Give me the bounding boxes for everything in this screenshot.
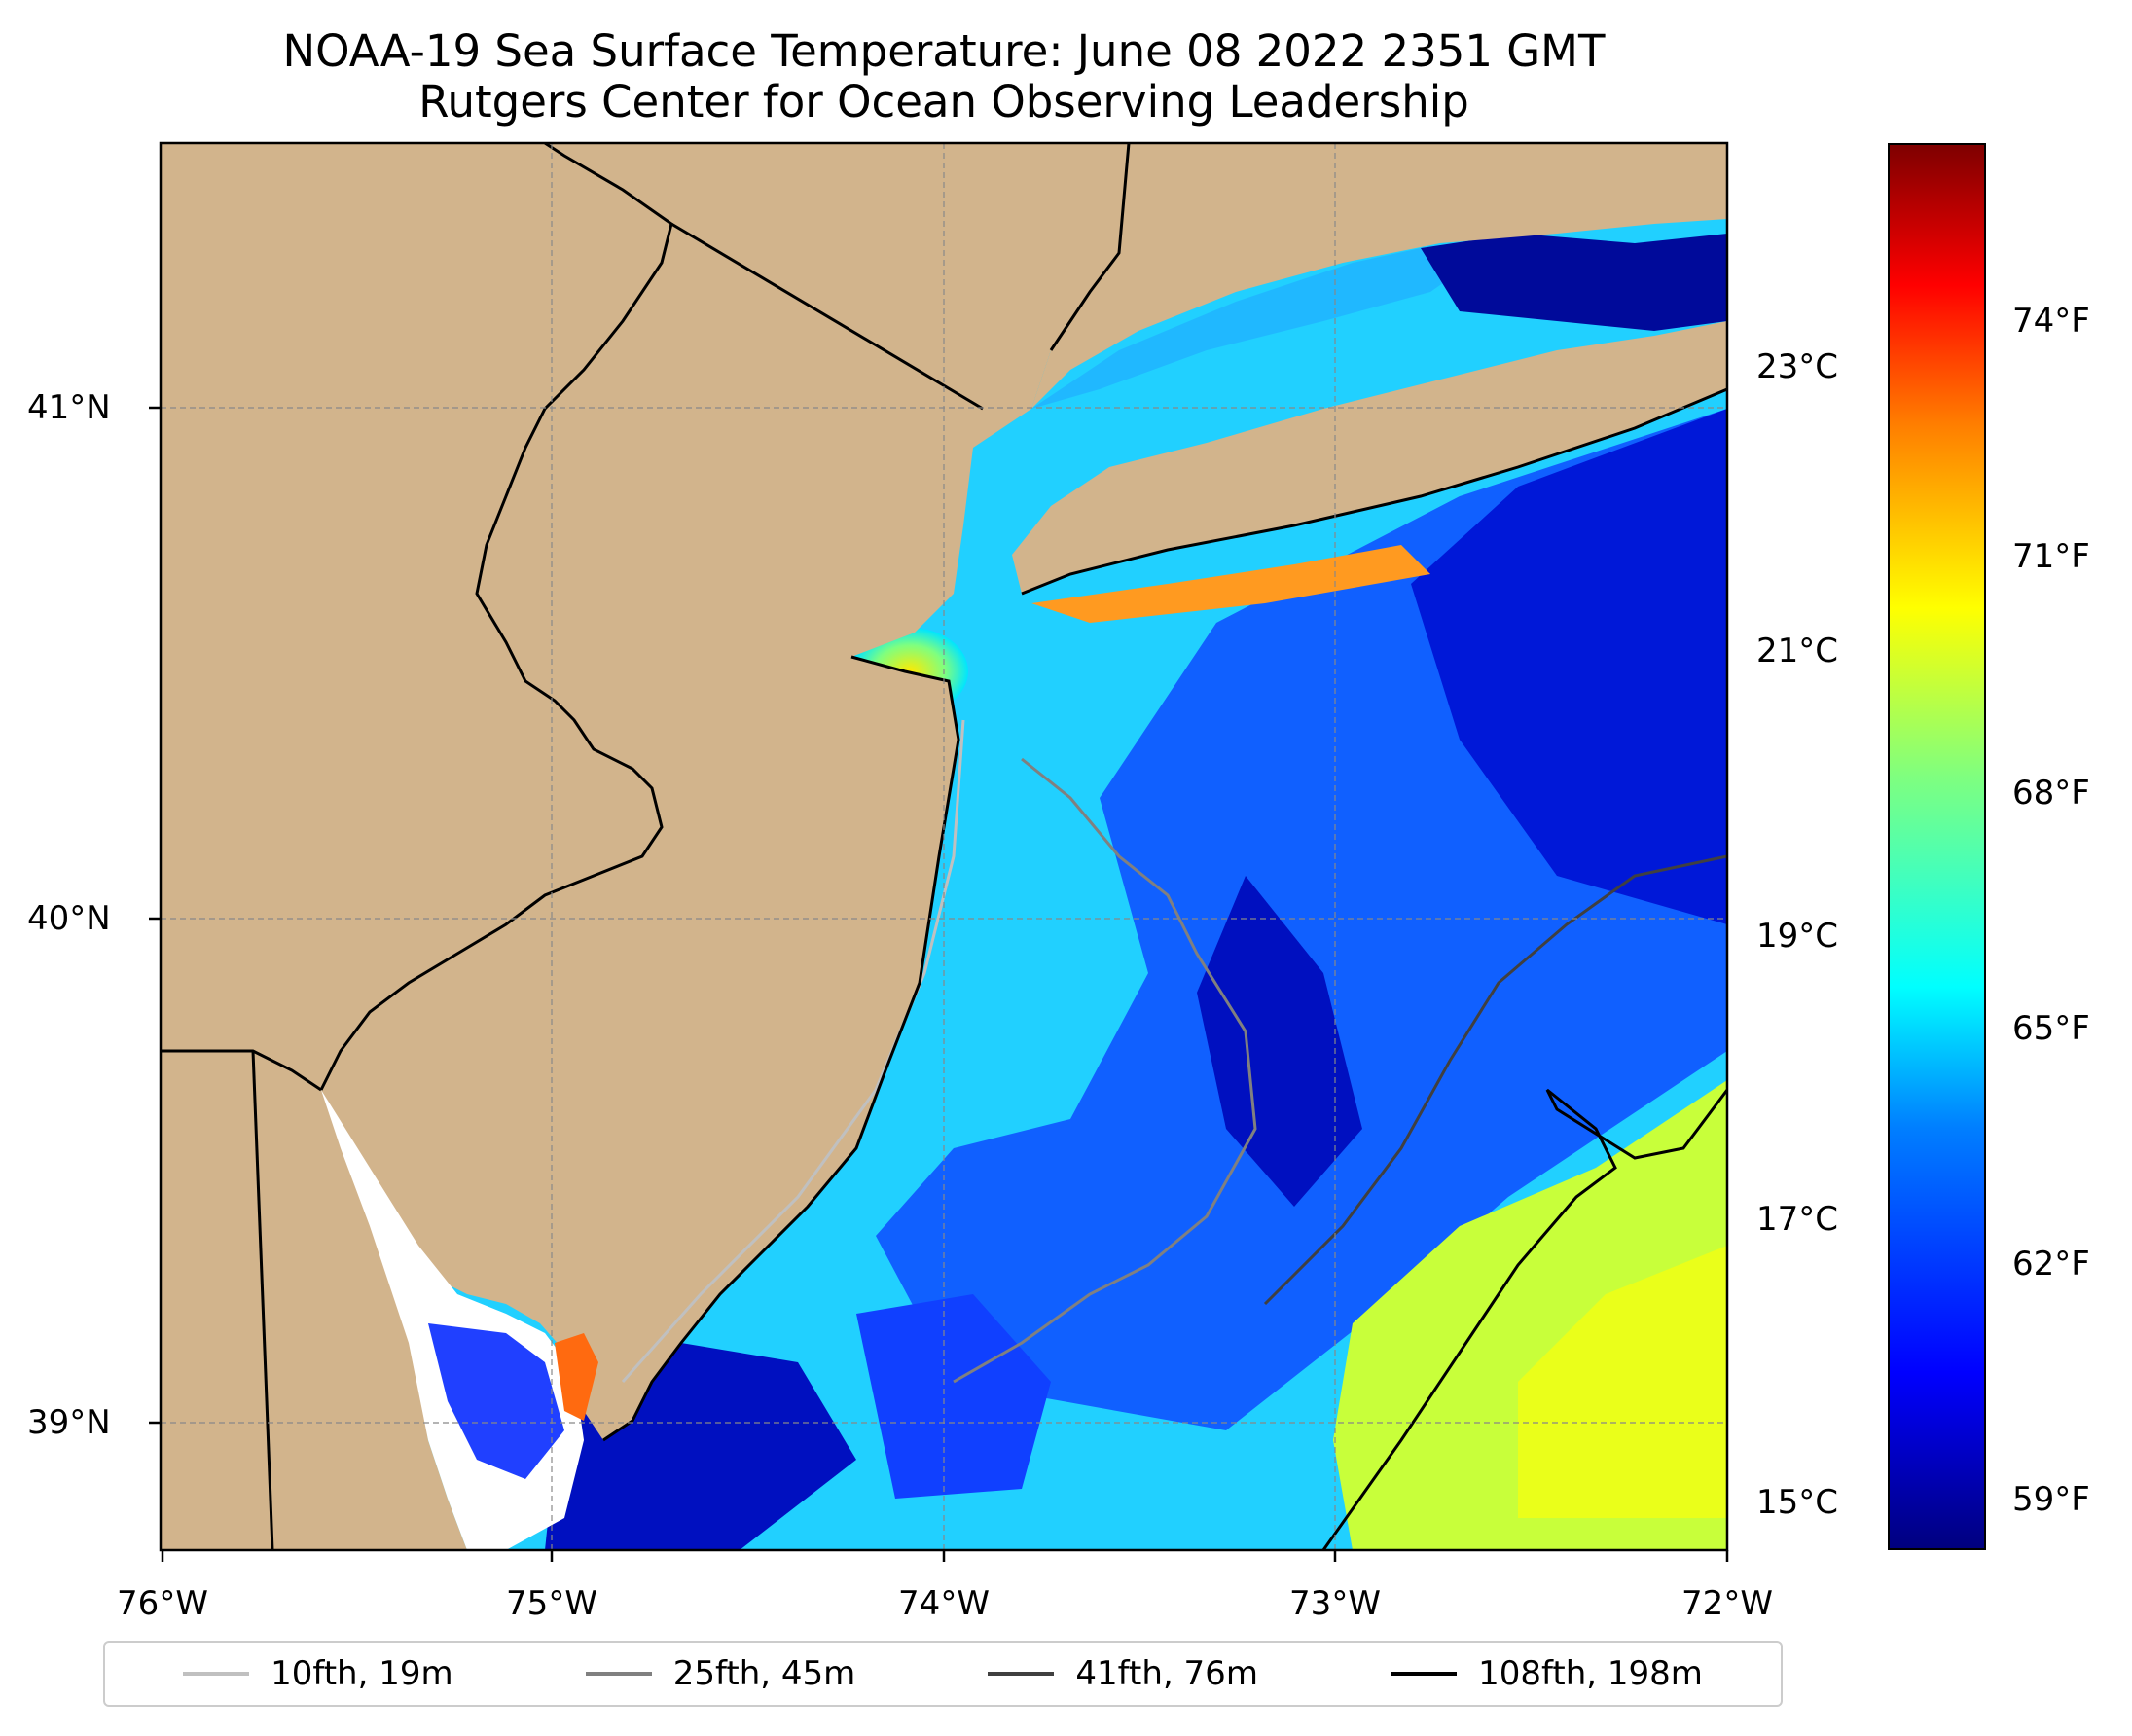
pennsylvania-land: [161, 143, 671, 1090]
longitude-tick-label: 76°W: [117, 1584, 208, 1623]
legend-item-10fth: 10fth, 19m: [183, 1654, 453, 1693]
sst-cool-south2: [856, 1294, 1051, 1499]
colorbar-celsius-tick: 19°C: [1756, 917, 1839, 956]
legend-item-108fth: 108fth, 198m: [1391, 1654, 1703, 1693]
colorbar-fahrenheit-tick: 74°F: [2012, 302, 2090, 341]
ny-ct-border: [1049, 143, 1131, 351]
legend-swatch: [1391, 1672, 1458, 1676]
ny-nj-border: [670, 222, 984, 411]
temperature-colorbar: [1888, 143, 1986, 1550]
legend-item-41fth: 41fth, 76m: [988, 1654, 1258, 1693]
pa-nj-border: [319, 143, 673, 1091]
legend-item-25fth: 25fth, 45m: [585, 1654, 856, 1693]
colorbar-fahrenheit-tick: 65°F: [2012, 1009, 2090, 1048]
map-grid: [161, 143, 1727, 1550]
new-jersey-land: [161, 143, 1129, 1440]
contour-legend: 10fth, 19m 25fth, 45m 41fth, 76m 108fth,…: [103, 1641, 1783, 1707]
legend-label: 108fth, 198m: [1478, 1654, 1703, 1693]
longitude-tick-label: 74°W: [898, 1584, 990, 1623]
long-island-land: [1012, 321, 1727, 594]
legend-label: 25fth, 45m: [672, 1654, 856, 1693]
de-md-border: [251, 1050, 274, 1550]
colorbar-fahrenheit-tick: 68°F: [2012, 774, 2090, 813]
legend-swatch: [988, 1672, 1055, 1676]
sst-cold-eddy: [1197, 876, 1362, 1207]
legend-swatch: [585, 1672, 652, 1676]
map-title: NOAA-19 Sea Surface Temperature: June 08…: [282, 25, 1606, 77]
long-island-sound: [1031, 248, 1479, 409]
longitude-tick-label: 72°W: [1681, 1584, 1773, 1623]
colorbar-fahrenheit-tick: 59°F: [2012, 1480, 2090, 1519]
map-subtitle: Rutgers Center for Ocean Observing Leade…: [418, 76, 1469, 127]
colorbar-celsius-tick: 21°C: [1756, 632, 1839, 670]
colorbar-fahrenheit-tick: 71°F: [2012, 537, 2090, 576]
legend-label: 10fth, 19m: [271, 1654, 453, 1693]
nj-coastline: [602, 655, 960, 1442]
south-shore-warm-strip: [1031, 545, 1430, 623]
long-island-south-coast: [1021, 387, 1727, 596]
pa-de-border: [161, 1049, 322, 1092]
cape-may-warm: [555, 1333, 598, 1421]
legend-swatch: [183, 1672, 250, 1676]
eastern-sound-cold: [1421, 234, 1727, 331]
latitude-tick-label: 41°N: [27, 388, 111, 427]
contour-108fth: [1321, 1088, 1727, 1550]
legend-label: 41fth, 76m: [1075, 1654, 1258, 1693]
longitude-tick-label: 73°W: [1289, 1584, 1381, 1623]
longitude-tick-label: 75°W: [506, 1584, 597, 1623]
contour-25fth: [953, 757, 1257, 1384]
contour-41fth: [1263, 854, 1727, 1306]
latitude-tick-label: 40°N: [27, 899, 111, 938]
colorbar-fahrenheit-tick: 62°F: [2012, 1245, 2090, 1284]
sst-cold-offshore: [1411, 409, 1727, 924]
colorbar-celsius-tick: 23°C: [1756, 347, 1839, 386]
sst-warmest-se: [1518, 1246, 1727, 1518]
new-york-connecticut-land: [1031, 143, 1727, 409]
contour-10fth: [621, 719, 965, 1383]
colorbar-celsius-tick: 17°C: [1756, 1200, 1839, 1239]
latitude-tick-label: 39°N: [27, 1403, 111, 1442]
delaware-land: [161, 1051, 467, 1550]
colorbar-celsius-tick: 15°C: [1756, 1483, 1839, 1522]
delaware-bay-sst: [428, 1323, 564, 1479]
